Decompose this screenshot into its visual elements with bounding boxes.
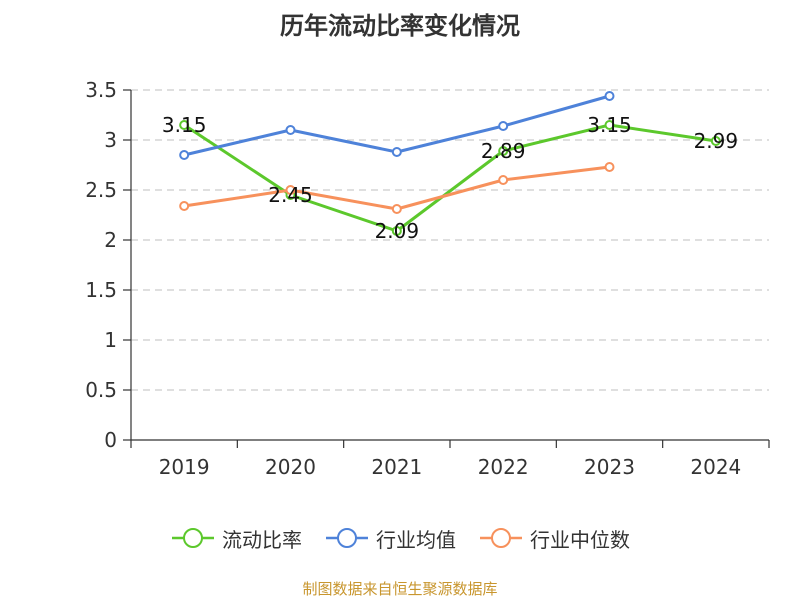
chart-title: 历年流动比率变化情况 <box>280 12 520 40</box>
series-line-1 <box>183 94 610 157</box>
data-source-note: 制图数据来自恒生聚源数据库 <box>302 580 498 598</box>
data-point <box>604 162 615 172</box>
y-tick-label: 3 <box>104 128 117 152</box>
data-label: 2.09 <box>375 219 420 243</box>
y-tick-label: 0 <box>104 428 117 452</box>
data-point <box>710 136 721 146</box>
series-line-2 <box>183 165 610 211</box>
y-tick-label: 3.5 <box>85 78 117 102</box>
data-label: 2.45 <box>268 183 313 207</box>
legend: 流动比率 行业均值 行业中位数 <box>0 518 800 558</box>
data-point <box>285 185 296 195</box>
x-tick-label: 2023 <box>584 455 635 479</box>
data-point <box>391 147 402 157</box>
y-tick-label: 1.5 <box>85 278 117 302</box>
data-point <box>391 204 402 214</box>
data-point <box>498 175 509 185</box>
legend-swatch <box>480 528 522 548</box>
y-tick-label: 2 <box>104 228 117 252</box>
data-label: 3.15 <box>162 113 207 137</box>
data-point <box>179 150 190 160</box>
x-tick-label: 2019 <box>159 455 210 479</box>
legend-item[interactable]: 行业中位数 <box>478 524 630 553</box>
legend-item[interactable]: 流动比率 <box>170 524 302 553</box>
data-point <box>498 146 509 156</box>
x-tick-label: 2020 <box>265 455 316 479</box>
x-tick-label: 2024 <box>690 455 741 479</box>
legend-swatch <box>172 528 214 548</box>
x-tick-label: 2022 <box>478 455 529 479</box>
data-point <box>604 91 615 101</box>
data-point <box>179 201 190 211</box>
data-point <box>498 121 509 131</box>
y-tick-label: 1 <box>104 328 117 352</box>
data-point <box>285 125 296 135</box>
data-point <box>179 120 190 130</box>
data-label: 2.99 <box>694 129 739 153</box>
series-line-0 <box>183 123 717 233</box>
data-point <box>391 226 402 236</box>
data-label: 3.15 <box>587 113 632 137</box>
axis-layer: 0 0.5 1 1.5 2 2.5 3 3.5 2019 2020 2021 2022 2023 2024 <box>85 78 770 479</box>
y-tick-label: 0.5 <box>85 378 117 402</box>
legend-swatch <box>326 528 368 548</box>
data-label-layer: 3.15 2.45 2.09 2.89 3.15 2.99 <box>162 113 738 243</box>
y-tick-label: 2.5 <box>85 178 117 202</box>
legend-item[interactable]: 行业均值 <box>324 524 456 553</box>
legend-label: 行业均值 <box>376 527 456 552</box>
legend-label: 流动比率 <box>222 527 302 552</box>
x-tick-label: 2021 <box>371 455 422 479</box>
series-layer <box>179 91 721 236</box>
data-label: 2.89 <box>481 139 526 163</box>
data-point <box>604 120 615 130</box>
legend-label: 行业中位数 <box>530 527 630 552</box>
